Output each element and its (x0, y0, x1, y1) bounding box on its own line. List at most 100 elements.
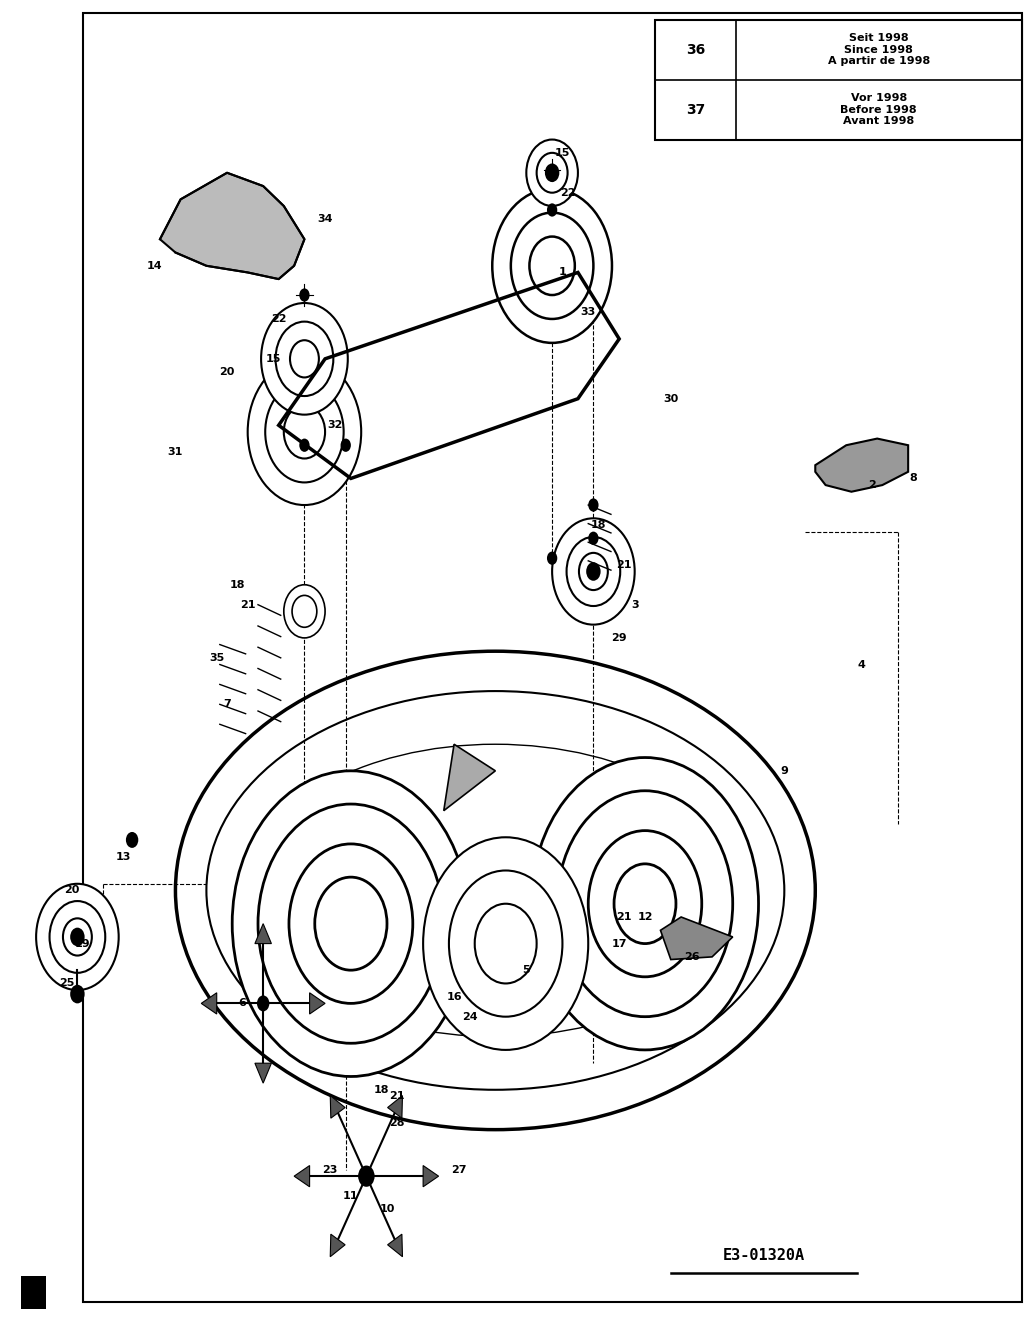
Circle shape (579, 553, 608, 590)
Text: 26: 26 (683, 952, 700, 962)
Polygon shape (330, 1235, 345, 1257)
Text: 30: 30 (664, 393, 678, 404)
Text: E3-01320A: E3-01320A (722, 1248, 805, 1264)
Polygon shape (660, 917, 733, 960)
Text: 3: 3 (631, 599, 639, 610)
Circle shape (70, 928, 85, 946)
Polygon shape (310, 993, 325, 1014)
Text: 19: 19 (74, 938, 91, 949)
Text: 18: 18 (374, 1084, 390, 1095)
Polygon shape (423, 1166, 439, 1187)
Circle shape (526, 140, 578, 206)
Polygon shape (201, 993, 217, 1014)
Text: 35: 35 (209, 653, 224, 663)
Text: 27: 27 (451, 1164, 467, 1175)
Circle shape (545, 163, 559, 182)
Circle shape (265, 381, 344, 482)
Polygon shape (255, 1063, 271, 1083)
Circle shape (547, 203, 557, 217)
Circle shape (557, 791, 733, 1017)
Circle shape (70, 985, 85, 1003)
Text: 9: 9 (780, 766, 788, 776)
Text: 34: 34 (317, 214, 333, 225)
Text: 25: 25 (60, 978, 74, 989)
Circle shape (547, 552, 557, 565)
Text: 10: 10 (380, 1204, 394, 1215)
Text: 36: 36 (686, 43, 705, 57)
Text: 15: 15 (266, 354, 281, 364)
Text: 21: 21 (239, 599, 256, 610)
Circle shape (290, 340, 319, 377)
Polygon shape (160, 173, 304, 279)
Text: 21: 21 (389, 1091, 406, 1102)
Text: 20: 20 (65, 885, 79, 896)
Text: 29: 29 (611, 633, 627, 643)
Text: 4: 4 (858, 659, 866, 670)
Circle shape (537, 153, 568, 193)
Circle shape (449, 870, 562, 1017)
Text: 5: 5 (522, 965, 530, 975)
Text: 21: 21 (616, 912, 633, 922)
Circle shape (276, 322, 333, 396)
Text: 17: 17 (611, 938, 627, 949)
Circle shape (492, 189, 612, 343)
Text: Seit 1998
Since 1998
A partir de 1998: Seit 1998 Since 1998 A partir de 1998 (828, 33, 930, 66)
Text: 16: 16 (446, 991, 462, 1002)
Polygon shape (294, 1166, 310, 1187)
Circle shape (261, 303, 348, 415)
Text: 13: 13 (117, 852, 131, 863)
Text: 11: 11 (343, 1191, 359, 1201)
Circle shape (36, 884, 119, 990)
Circle shape (315, 877, 387, 970)
Polygon shape (388, 1095, 402, 1118)
Text: 21: 21 (616, 560, 633, 570)
Circle shape (475, 904, 537, 983)
Circle shape (289, 844, 413, 1003)
Circle shape (50, 901, 105, 973)
Bar (21, 1276, 46, 1309)
Circle shape (63, 918, 92, 956)
Circle shape (552, 518, 635, 625)
Circle shape (588, 532, 599, 545)
Text: 2: 2 (868, 480, 876, 490)
Text: 12: 12 (637, 912, 653, 922)
Circle shape (529, 237, 575, 295)
Circle shape (511, 213, 593, 319)
Text: 33: 33 (581, 307, 595, 318)
Circle shape (257, 995, 269, 1011)
Text: 28: 28 (389, 1118, 406, 1128)
Circle shape (299, 288, 310, 302)
Text: 18: 18 (590, 520, 607, 530)
Text: 31: 31 (168, 447, 183, 457)
Circle shape (248, 359, 361, 505)
Text: 8: 8 (909, 473, 917, 484)
Text: 24: 24 (461, 1011, 478, 1022)
Polygon shape (388, 1235, 402, 1257)
Text: 37: 37 (686, 102, 705, 117)
Text: 7: 7 (223, 699, 231, 710)
Text: 14: 14 (147, 260, 163, 271)
Circle shape (588, 498, 599, 512)
Circle shape (284, 585, 325, 638)
Circle shape (531, 758, 759, 1050)
Circle shape (126, 832, 138, 848)
Circle shape (567, 537, 620, 606)
Circle shape (232, 771, 470, 1076)
Circle shape (358, 1166, 375, 1187)
Text: Vor 1998
Before 1998
Avant 1998: Vor 1998 Before 1998 Avant 1998 (840, 93, 917, 126)
Circle shape (284, 405, 325, 459)
Text: 6: 6 (238, 998, 247, 1009)
Text: 32: 32 (328, 420, 343, 431)
Polygon shape (444, 744, 495, 811)
Text: 22: 22 (270, 314, 287, 324)
Text: 1: 1 (558, 267, 567, 278)
Circle shape (292, 595, 317, 627)
Circle shape (299, 439, 310, 452)
Polygon shape (255, 924, 271, 944)
Polygon shape (815, 439, 908, 492)
Bar (655, 20, 1022, 140)
Polygon shape (330, 1095, 345, 1118)
Text: 18: 18 (229, 579, 246, 590)
Text: 20: 20 (220, 367, 234, 377)
Circle shape (341, 439, 351, 452)
